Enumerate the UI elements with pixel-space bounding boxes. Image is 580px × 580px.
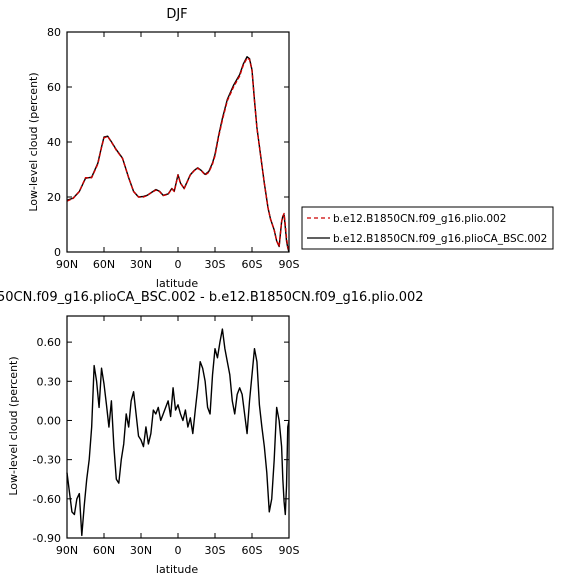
y-tick-label: 80 xyxy=(47,26,61,39)
x-tick-label: 30N xyxy=(130,544,152,557)
series-line-0 xyxy=(66,328,290,537)
bottom-panel: b.e12.B1850CN.f09_g16.plioCA_BSC.002 - b… xyxy=(0,290,424,576)
y-tick-label: -0.90 xyxy=(33,532,61,545)
bottom-y-axis-label: Low-level cloud (percent) xyxy=(7,356,20,495)
legend: b.e12.B1850CN.f09_g16.plio.002 b.e12.B18… xyxy=(301,206,554,250)
bottom-y-tick-labels: -0.90 -0.60 -0.30 0.00 0.30 0.60 xyxy=(33,336,61,545)
top-x-tick-labels: 90N 60N 30N 0 30S 60S 90S xyxy=(56,258,300,271)
bottom-chart-title: b.e12.B1850CN.f09_g16.plioCA_BSC.002 - b… xyxy=(0,290,424,305)
x-tick-label: 90N xyxy=(56,258,78,271)
y-tick-label: -0.30 xyxy=(33,454,61,467)
top-panel: DJF Low-level cloud (percent) latitude 0… xyxy=(27,7,300,290)
x-tick-label: 60S xyxy=(242,544,263,557)
y-tick-label: 0.30 xyxy=(37,375,62,388)
y-tick-label: 20 xyxy=(47,191,61,204)
x-tick-label: 60N xyxy=(93,544,115,557)
x-tick-label: 30S xyxy=(205,258,226,271)
legend-box xyxy=(301,206,554,250)
bottom-tick-marks xyxy=(66,316,290,539)
y-tick-label: 0.00 xyxy=(37,414,62,427)
x-tick-label: 90N xyxy=(56,544,78,557)
top-series-lines xyxy=(66,56,290,253)
bottom-x-tick-labels: 90N 60N 30N 0 30S 60S 90S xyxy=(56,544,300,557)
legend-label-plioca: b.e12.B1850CN.f09_g16.plioCA_BSC.002 xyxy=(333,233,547,245)
x-tick-label: 60N xyxy=(93,258,115,271)
top-y-axis-label: Low-level cloud (percent) xyxy=(27,72,40,211)
x-tick-label: 30S xyxy=(205,544,226,557)
top-tick-marks xyxy=(66,31,290,253)
bottom-x-axis-label: latitude xyxy=(156,563,198,576)
y-tick-label: 0.60 xyxy=(37,336,62,349)
x-tick-label: 0 xyxy=(175,544,182,557)
y-tick-label: 40 xyxy=(47,136,61,149)
legend-label-plio: b.e12.B1850CN.f09_g16.plio.002 xyxy=(333,213,506,225)
top-chart-title: DJF xyxy=(166,7,187,22)
y-tick-label: 60 xyxy=(47,81,61,94)
top-y-tick-labels: 0 20 40 60 80 xyxy=(47,26,61,259)
y-tick-label: 0 xyxy=(54,246,61,259)
x-tick-label: 30N xyxy=(130,258,152,271)
series-line-0 xyxy=(66,57,290,253)
bottom-series-lines xyxy=(66,328,290,537)
x-tick-label: 90S xyxy=(279,258,300,271)
x-tick-label: 60S xyxy=(242,258,263,271)
top-x-axis-label: latitude xyxy=(156,277,198,290)
top-plot-frame xyxy=(66,31,290,253)
y-tick-label: -0.60 xyxy=(33,493,61,506)
x-tick-label: 90S xyxy=(279,544,300,557)
bottom-plot-frame xyxy=(66,315,290,539)
x-tick-label: 0 xyxy=(175,258,182,271)
